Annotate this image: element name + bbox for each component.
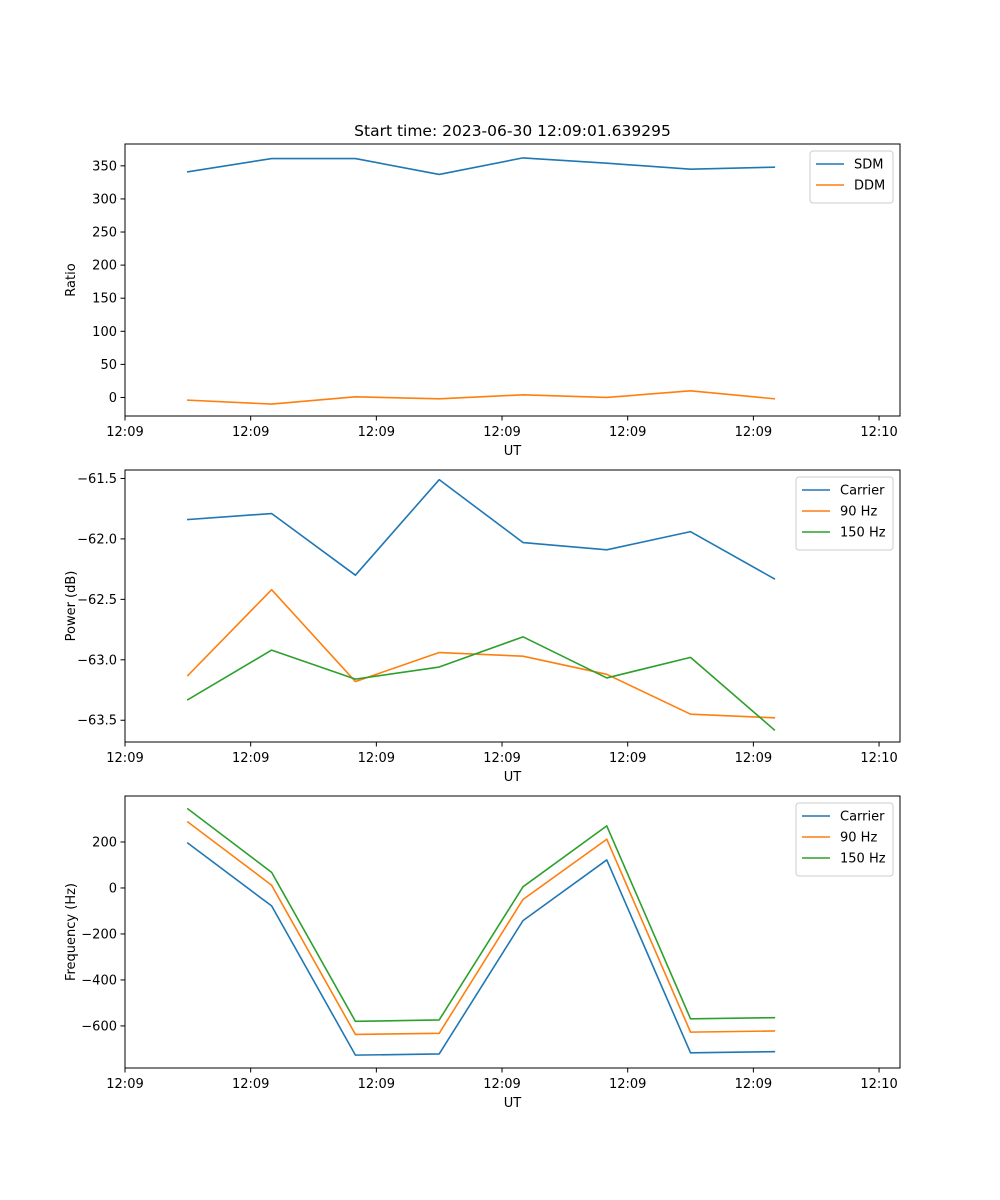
x-tick-label: 12:09 xyxy=(735,751,772,766)
legend-label: Carrier xyxy=(840,810,885,825)
y-tick-label: 250 xyxy=(92,226,117,241)
x-tick-label: 12:09 xyxy=(358,1077,395,1092)
x-tick-label: 12:09 xyxy=(483,425,520,440)
series-line-90-hz xyxy=(186,588,776,719)
y-tick-label: 200 xyxy=(92,259,117,274)
series-line-ddm xyxy=(187,390,776,405)
x-axis-label: UT xyxy=(504,1096,522,1111)
legend-label: 90 Hz xyxy=(840,831,877,846)
x-tick-label: 12:09 xyxy=(735,425,772,440)
x-tick-label: 12:09 xyxy=(232,751,269,766)
y-tick-label: −62.0 xyxy=(77,532,117,547)
x-tick-label: 12:09 xyxy=(735,1077,772,1092)
x-tick-label: 12:09 xyxy=(358,425,395,440)
y-tick-label: −63.0 xyxy=(77,653,117,668)
x-tick-label: 12:09 xyxy=(106,1077,143,1092)
series-line-carrier xyxy=(186,478,776,580)
x-tick-label: 12:10 xyxy=(860,751,897,766)
series-line-90-hz xyxy=(186,820,776,1036)
x-axis-label: UT xyxy=(504,444,522,459)
x-tick-label: 12:09 xyxy=(483,1077,520,1092)
x-axis-label: UT xyxy=(504,770,522,785)
legend: Carrier 90 Hz 150 Hz xyxy=(795,476,894,551)
y-tick-label: 300 xyxy=(92,192,117,207)
y-tick-label: 200 xyxy=(92,835,117,850)
legend: SDM DDM xyxy=(809,150,894,204)
x-tick-label: 12:09 xyxy=(609,425,646,440)
x-tick-label: 12:09 xyxy=(106,425,143,440)
legend: Carrier 90 Hz 150 Hz xyxy=(795,802,894,877)
legend-label: DDM xyxy=(854,179,885,194)
series-line-150-hz xyxy=(186,807,776,1023)
plot-frame xyxy=(124,469,901,743)
legend-label: SDM xyxy=(854,158,883,173)
y-tick-label: −600 xyxy=(81,1019,117,1034)
legend-label: 90 Hz xyxy=(840,505,877,520)
y-tick-label: 100 xyxy=(92,325,117,340)
y-tick-label: 50 xyxy=(100,358,117,373)
y-tick-label: −62.5 xyxy=(77,593,117,608)
subplot-2: 12:09 12:09 12:09 12:09 12:09 12:09 12:10 −61.5… xyxy=(64,469,901,785)
x-tick-label: 12:09 xyxy=(106,751,143,766)
y-tick-label: 150 xyxy=(92,292,117,307)
y-axis-label: Ratio xyxy=(64,263,79,296)
y-tick-label: 0 xyxy=(109,881,117,896)
y-tick-label: 350 xyxy=(92,159,117,174)
y-tick-label: −63.5 xyxy=(77,714,117,729)
series-line-carrier xyxy=(186,842,776,1056)
series-line-150-hz xyxy=(186,636,776,732)
subplot-1: Start time: 2023-06-30 12:09:01.639295 12… xyxy=(64,122,901,459)
x-tick-label: 12:09 xyxy=(232,425,269,440)
x-tick-label: 12:09 xyxy=(609,751,646,766)
x-tick-label: 12:10 xyxy=(860,425,897,440)
legend-label: Carrier xyxy=(840,484,885,499)
plot-frame xyxy=(124,795,901,1069)
plot-frame xyxy=(124,143,901,417)
legend-label: 150 Hz xyxy=(840,852,886,867)
x-tick-label: 12:09 xyxy=(232,1077,269,1092)
series-line-sdm xyxy=(186,157,776,176)
subplot-3: 12:09 12:09 12:09 12:09 12:09 12:09 12:10 200 0 −… xyxy=(64,795,901,1111)
x-tick-label: 12:09 xyxy=(609,1077,646,1092)
y-tick-label: 0 xyxy=(109,391,117,406)
x-tick-label: 12:10 xyxy=(860,1077,897,1092)
y-axis-label: Frequency (Hz) xyxy=(64,883,79,981)
y-tick-label: −200 xyxy=(81,927,117,942)
x-tick-label: 12:09 xyxy=(483,751,520,766)
y-tick-label: −400 xyxy=(81,973,117,988)
legend-label: 150 Hz xyxy=(840,526,886,541)
y-tick-label: −61.5 xyxy=(77,472,117,487)
x-tick-label: 12:09 xyxy=(358,751,395,766)
chart-title: Start time: 2023-06-30 12:09:01.639295 xyxy=(354,122,671,140)
y-axis-label: Power (dB) xyxy=(64,571,79,642)
